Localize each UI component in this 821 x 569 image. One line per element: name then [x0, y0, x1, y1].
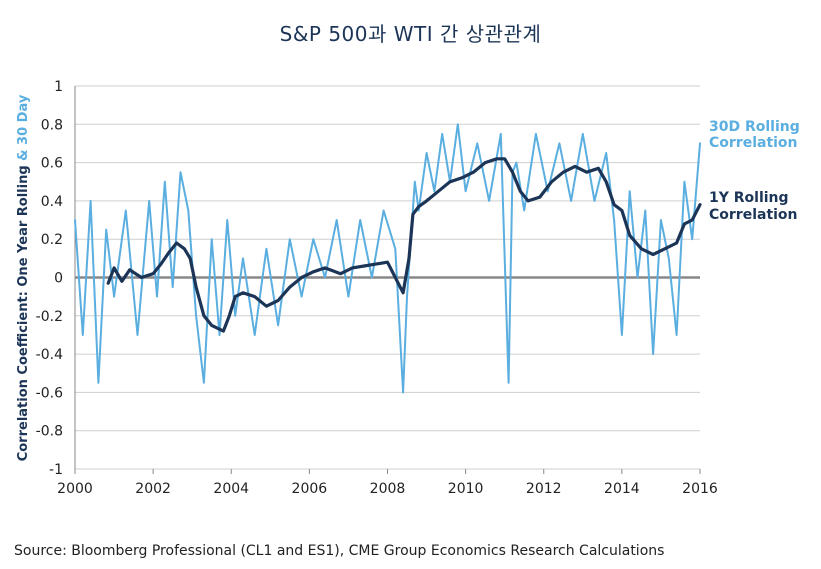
y-tick-label: 0.2: [41, 232, 63, 248]
x-tick-label: 2010: [448, 481, 484, 497]
series-lines: [74, 123, 702, 394]
x-tick-label: 2004: [213, 481, 249, 497]
series-1y-line: [106, 157, 702, 333]
x-tick-label: 2012: [526, 481, 562, 497]
y-tick-label: -0.4: [36, 347, 63, 363]
x-tick-label: 2006: [292, 481, 328, 497]
gridlines: [74, 85, 700, 470]
source-note: Source: Bloomberg Professional (CL1 and …: [14, 543, 665, 559]
x-tick-label: 2016: [682, 481, 718, 497]
y-tick-label: 1: [54, 79, 63, 95]
chart-title: S&P 500과 WTI 간 상관관계: [279, 22, 542, 46]
y-axis-title-part1: Correlation Coefficient: One Year Rollin…: [16, 161, 31, 461]
x-tick-label: 2002: [135, 481, 171, 497]
y-tick-label: -0.2: [36, 309, 63, 325]
y-axis-title: Correlation Coefficient: One Year Rollin…: [16, 94, 31, 461]
x-tick-label: 2008: [370, 481, 406, 497]
y-tick-label: 0.8: [41, 117, 63, 133]
y-tick-label: 0.6: [41, 156, 63, 172]
x-tick-label: 2000: [57, 481, 93, 497]
x-tick-labels: 2000 2002 2004 2006 2008 2010 2012 2014 2016: [57, 469, 718, 497]
legend-label: 1Y Rolling: [709, 190, 789, 206]
y-tick-label: 0.4: [41, 194, 63, 210]
series-30d-line: [74, 123, 701, 394]
legend-label: 30D Rolling: [709, 119, 800, 135]
y-tick-labels: 1 0.8 0.6 0.4 0.2 0 -0.2 -0.4 -0.6 -0.8 -1: [36, 79, 63, 478]
legend-label: Correlation: [709, 207, 798, 223]
y-axis-title-part2: & 30 Day: [16, 94, 31, 161]
y-tick-label: -1: [49, 462, 63, 478]
y-tick-label: 0: [54, 271, 63, 287]
legend-label: Correlation: [709, 135, 798, 151]
y-tick-label: -0.6: [36, 385, 63, 401]
x-tick-label: 2014: [604, 481, 640, 497]
y-tick-label: -0.8: [36, 424, 63, 440]
